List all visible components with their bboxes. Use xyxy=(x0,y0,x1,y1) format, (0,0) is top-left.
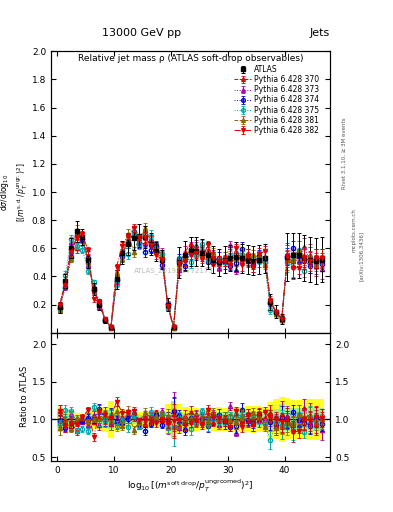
Y-axis label: Ratio to ATLAS: Ratio to ATLAS xyxy=(20,366,29,428)
Legend: ATLAS, Pythia 6.428 370, Pythia 6.428 373, Pythia 6.428 374, Pythia 6.428 375, P: ATLAS, Pythia 6.428 370, Pythia 6.428 37… xyxy=(233,63,321,136)
Y-axis label: $(1/\sigma_{\rm resum})$
${\rm d}\sigma/{\rm d}\log_{10}$
$[(m^{\rm s.d.}/p_T^{\: $(1/\sigma_{\rm resum})$ ${\rm d}\sigma/… xyxy=(0,162,31,222)
Text: Rivet 3.1.10, ≥ 3M events: Rivet 3.1.10, ≥ 3M events xyxy=(342,118,346,189)
Text: mcplots.cern.ch: mcplots.cern.ch xyxy=(351,208,356,252)
Text: Relative jet mass ρ (ATLAS soft-drop observables): Relative jet mass ρ (ATLAS soft-drop obs… xyxy=(78,54,303,63)
Text: 13000 GeV pp: 13000 GeV pp xyxy=(102,28,181,38)
Text: Jets: Jets xyxy=(310,28,330,38)
Text: ATLAS_2019_I1772173: ATLAS_2019_I1772173 xyxy=(134,267,214,274)
X-axis label: $\log_{10}[(m^{\rm soft\ drop}/p_T^{\rm ungroomed})^2]$: $\log_{10}[(m^{\rm soft\ drop}/p_T^{\rm … xyxy=(127,477,254,494)
Text: [arXiv:1306.3436]: [arXiv:1306.3436] xyxy=(359,231,364,281)
